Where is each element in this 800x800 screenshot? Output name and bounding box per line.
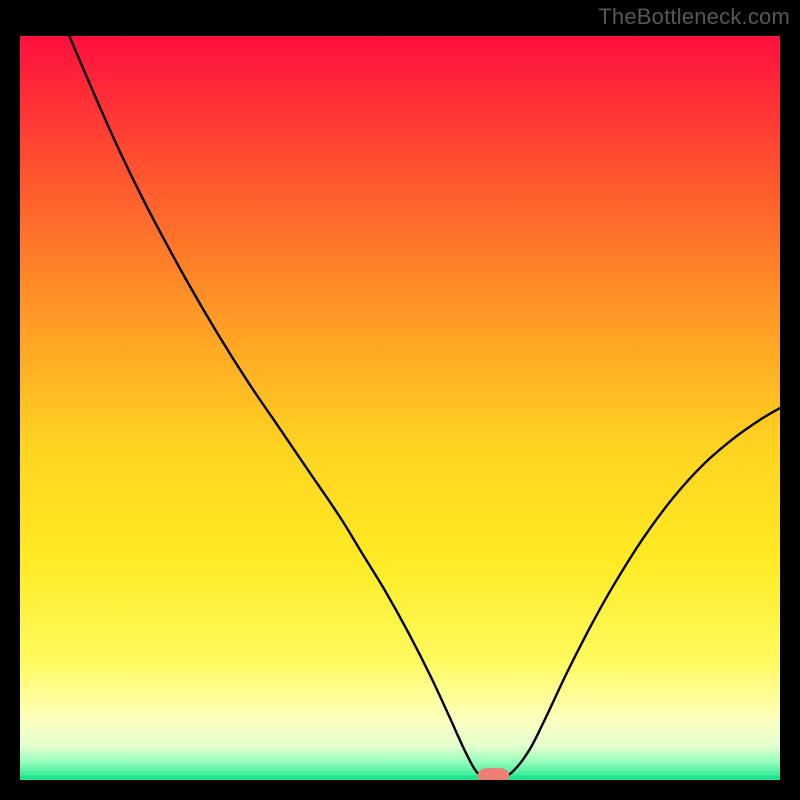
attribution-text: TheBottleneck.com	[598, 4, 790, 30]
plot-area	[20, 36, 780, 780]
bottleneck-curve-chart	[20, 36, 780, 780]
chart-frame: TheBottleneck.com	[0, 0, 800, 800]
gradient-background	[20, 36, 780, 780]
optimum-marker	[478, 768, 510, 780]
bottom-green-band	[20, 776, 780, 780]
